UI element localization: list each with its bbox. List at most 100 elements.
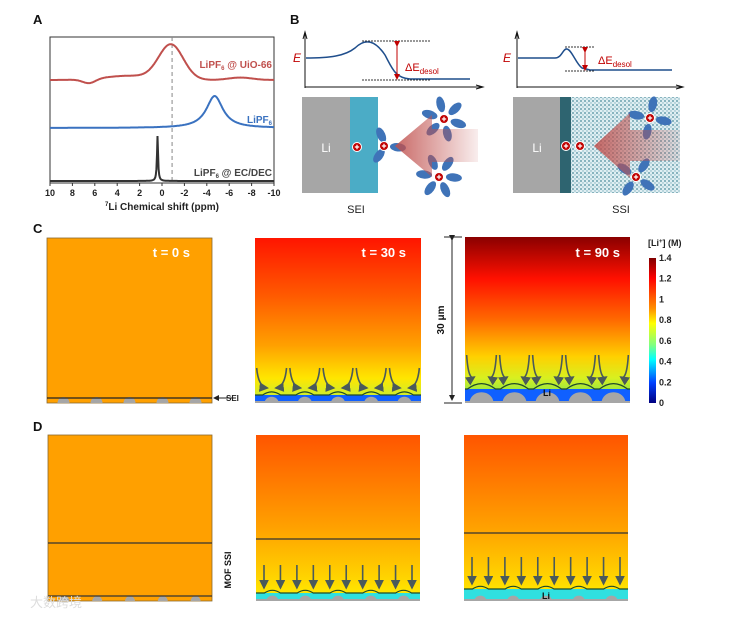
sei-schematic: Li SEI [302, 96, 478, 216]
interface-line [255, 391, 421, 396]
sim-d-t0: MOF SSI [47, 434, 233, 602]
spectrum-line [50, 43, 275, 85]
li-protrusion [397, 595, 410, 601]
interface-line [464, 585, 628, 590]
x-tick-label: -6 [225, 188, 233, 198]
li-protrusion [469, 392, 494, 403]
flux-arrow [388, 367, 402, 392]
x-tick-label: -8 [248, 188, 256, 198]
ssi-schematic: Li SSI [513, 96, 680, 216]
li-protrusion [332, 595, 344, 601]
li-label: Li [321, 141, 330, 155]
x-axis [517, 84, 685, 90]
solvent-molecule [622, 181, 634, 196]
nmr-chart: 10 8 6 4 2 0 -2 -4 -6 -8 -10 7Li Chemical shift (p… [45, 36, 281, 213]
colorbar-tick-label: 0.2 [659, 377, 672, 387]
concentration-field [256, 435, 420, 601]
flux-arrow [355, 367, 369, 392]
flux-arrow [340, 367, 354, 392]
li-protrusion [125, 596, 135, 601]
solvent-molecule [628, 110, 645, 120]
x-axis [305, 84, 485, 90]
mof-ssi-label: MOF SSI [223, 551, 233, 588]
colorbar-tick-label: 1.2 [659, 274, 672, 284]
li-protrusion [92, 596, 103, 601]
delta-e-desol-label: ΔEdesol [598, 55, 632, 69]
flux-arrow [563, 354, 575, 386]
li-protrusion [397, 396, 412, 403]
sim-c-t30: t = 30 s [255, 238, 421, 403]
flux-arrow [619, 354, 631, 386]
li-protrusion [507, 595, 520, 601]
solvent-molecule [373, 148, 385, 163]
li-protrusion [540, 595, 552, 601]
panel-label-d: D [33, 419, 42, 434]
li-protrusion [331, 396, 345, 403]
plus-icon [577, 143, 583, 149]
solvent-molecule [421, 109, 438, 120]
colorbar-tick-label: 0 [659, 398, 664, 408]
x-tick-label: 2 [137, 188, 142, 198]
interface-line [465, 383, 630, 390]
flux-arrow [255, 367, 269, 392]
y-axis [514, 30, 520, 88]
flux-arrow [497, 354, 509, 386]
colorbar-tick-label: 0.4 [659, 357, 672, 367]
legend-lipf6: LiPF6 [247, 115, 273, 127]
plus-icon [354, 144, 360, 150]
colorbar-title: [Li+] (M) [648, 238, 682, 248]
li-protrusion [59, 596, 70, 601]
x-tick-label: 4 [115, 188, 120, 198]
sim-c-t90: t = 90 s Li 30 μm [436, 235, 631, 404]
solvent-molecule [445, 173, 462, 182]
flux-arrow [373, 367, 387, 392]
flux-arrow [553, 354, 565, 386]
sim-d-t90: Li [464, 435, 628, 601]
x-tick-label: -2 [180, 188, 188, 198]
legend-lipf6-ec-dec: LiPF6 @ EC/DEC [194, 168, 272, 180]
time-label: t = 0 s [153, 245, 190, 260]
li-protrusion [364, 396, 379, 403]
plus-icon [633, 174, 639, 180]
li-protrusion [474, 595, 487, 601]
li-protrusion [568, 392, 593, 403]
concentration-field [464, 435, 628, 601]
li-protrusion [535, 392, 560, 403]
li-protrusion [266, 595, 279, 601]
solvent-molecule [440, 182, 451, 198]
flux-arrow [464, 354, 476, 386]
colorbar-gradient [649, 258, 656, 403]
solvent-molecule [638, 158, 650, 173]
energy-curve [518, 48, 672, 71]
plus-icon [563, 143, 569, 149]
solvent-molecule [655, 116, 672, 126]
concentration-field [46, 237, 213, 404]
solvent-molecule [376, 127, 387, 143]
energy-curve [305, 41, 470, 80]
solvent-molecule [450, 118, 467, 129]
energy-label: E [503, 51, 512, 65]
li-label: Li [542, 591, 550, 601]
spectrum-line [50, 135, 274, 182]
interface-line [256, 589, 420, 594]
energy-diagram-ssi: E ΔEdesol [503, 30, 685, 90]
li-protrusion [364, 595, 377, 601]
x-tick-label: 8 [70, 188, 75, 198]
x-tick-label: -10 [267, 188, 280, 198]
diffusion-arrow [594, 113, 680, 178]
flux-arrow [520, 354, 532, 386]
colorbar-tick-label: 0.8 [659, 315, 672, 325]
li-protrusion [299, 595, 312, 601]
li-metal [513, 97, 560, 193]
thickness-label: 30 μm [436, 305, 447, 334]
solvent-molecule [424, 181, 437, 196]
x-tick-label: 0 [159, 188, 164, 198]
li-protrusion [572, 595, 585, 601]
energy-diagram-sei: E ΔEdesol [293, 30, 485, 90]
flux-arrow [322, 367, 336, 392]
depletion-zone [464, 589, 628, 601]
concentration-field [255, 238, 421, 403]
sei-label: SEI [347, 204, 365, 216]
flux-arrow [487, 354, 499, 386]
